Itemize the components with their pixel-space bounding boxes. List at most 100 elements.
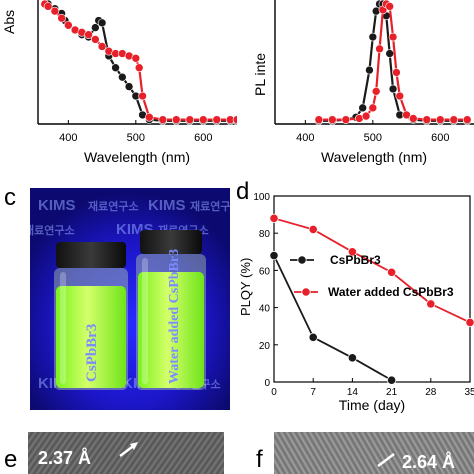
panel-d-legend-label: Water added CsPbBr3 [328,285,454,299]
vial-left-label: CsPbBr3 [84,324,100,382]
panel-b-data-point [358,103,367,113]
panel-a-data-point [185,115,195,124]
panel-a-data-point [64,20,73,30]
panel-c-label: c [4,184,16,211]
panel-d-x-tick-label: 21 [386,387,398,398]
panel-b-data-point [368,32,378,42]
panel-e-label: e [4,446,18,473]
panel-d-xlabel: Time (day) [339,397,405,413]
panel-a-data-point [57,13,66,23]
vial-left-highlight [60,272,66,384]
panel-d-data-point [426,299,436,309]
panel-a-data-point [158,115,168,124]
korean-watermark: 재료연구소 [30,223,75,237]
panel-a-data-point [171,115,181,124]
panel-b-series-line [318,2,468,122]
panel-b-data-point [388,32,398,42]
panel-b-data-point [385,49,394,58]
vial-right-highlight [142,258,148,384]
panel-d-data-point [308,332,318,342]
panel-b-chart: 400 500 600 PL inte Wavelength (nm) [252,0,474,165]
panel-a-x-tick-label: 400 [59,132,77,144]
panel-b-data-point [368,103,378,113]
panel-b-data-point [328,115,337,124]
panel-e-tem-image: 2.37 Å [28,432,224,474]
panel-f-label: f [256,446,263,473]
panel-d-data-point [347,247,358,257]
vial-right-cap [140,230,202,254]
panel-a-xlabel: Wavelength (nm) [84,149,190,165]
panel-a-data-point [124,82,134,91]
panel-d-data-point [387,267,397,277]
panel-a-data-point [232,115,237,124]
panel-b-x-tick-label: 400 [296,132,314,144]
panel-e-spacing: 2.37 Å [38,448,91,468]
panel-a-data-point [111,63,120,73]
panel-a-data-point [145,112,154,122]
panel-b-data-point [388,84,398,94]
panel-d-data-point [465,317,474,328]
panel-a-data-point [43,2,53,11]
tem-lattice [274,432,474,474]
panel-d-data-point [269,250,279,261]
panel-b-data-point [392,68,401,77]
kims-watermark: KIMS [148,197,186,214]
panel-a-data-point [212,115,222,124]
panel-f-tem-image: 2.64 Å [274,432,474,474]
panel-a-ylabel: Abs [1,10,17,34]
panel-a-data-point [84,30,93,39]
panel-a-data-point [91,23,100,32]
panel-a-data-point [138,91,147,101]
panel-a-data-point [50,6,60,16]
panel-d-ylabel: PLQY (%) [238,258,253,316]
vial-right-solution [138,272,204,388]
panel-d-x-tick-label: 28 [425,387,437,398]
panel-b-data-point [402,110,411,120]
panel-a-series-line [44,3,237,121]
panel-b-data-point [408,114,418,123]
panel-d-chart: 0 7 14 21 28 35 0 20 40 60 80 100 CsPbBr3 Water adde… [238,192,474,413]
panel-b-data-point [449,115,459,124]
panel-d-data-point [347,353,358,363]
panel-d-y-tick-label: 20 [259,341,271,352]
panel-b-data-point [314,115,324,124]
panel-b-data-point [422,115,432,124]
vial-left-cap [56,242,126,268]
panel-b-data-point [395,91,405,101]
panel-d-data-point [308,224,318,235]
panel-b-ylabel: PL inte [252,53,268,96]
panel-d-y-tick-label: 40 [259,304,271,315]
panel-a-chart: 400 500 600 Abs Wavelength (nm) [1,0,237,165]
panel-b-data-point [385,2,394,11]
panel-d-frame [273,195,471,383]
panel-b-x-tick-label: 600 [431,132,449,144]
kims-watermark: KIMS [38,197,76,214]
spacing-arrow-icon [377,453,395,467]
panel-b-data-point [365,65,374,75]
panel-c-photo: KIMS 재료연구소 KIMS 재료연구소 재료연구소 KIMS 재료연구소 K… [30,188,230,410]
panel-d-y-tick-label: 60 [259,266,271,277]
panel-a-data-point [97,18,107,28]
panel-a-series-line [44,2,237,122]
panel-d-x-tick-label: 14 [347,387,359,398]
vial-right-label: Water added CsPbBr3 [167,249,182,384]
panel-d-legend-marker [301,287,311,297]
panel-b-data-point [371,87,381,96]
panel-d-series-line [273,255,393,381]
panel-b-data-point [435,115,445,124]
panel-a-x-tick-label: 600 [194,132,212,144]
panel-d-legend-label: CsPbBr3 [330,253,381,267]
vial-right: Water added CsPbBr3 [136,230,206,390]
panel-b-data-point [341,115,351,124]
panel-a-data-point [97,42,107,51]
korean-watermark: 재료연구소 [88,199,139,213]
panel-a-data-point [198,115,208,124]
panel-d-legend-marker [297,255,307,265]
vial-left-solution [56,286,126,388]
panel-a-x-tick-label: 500 [127,132,145,144]
panel-b-data-point [361,111,371,121]
panel-d-y-tick-label: 100 [253,192,270,203]
korean-watermark: 재료연구소 [190,199,230,213]
panel-a-data-point [118,72,127,82]
panel-d-label: d [236,178,250,205]
